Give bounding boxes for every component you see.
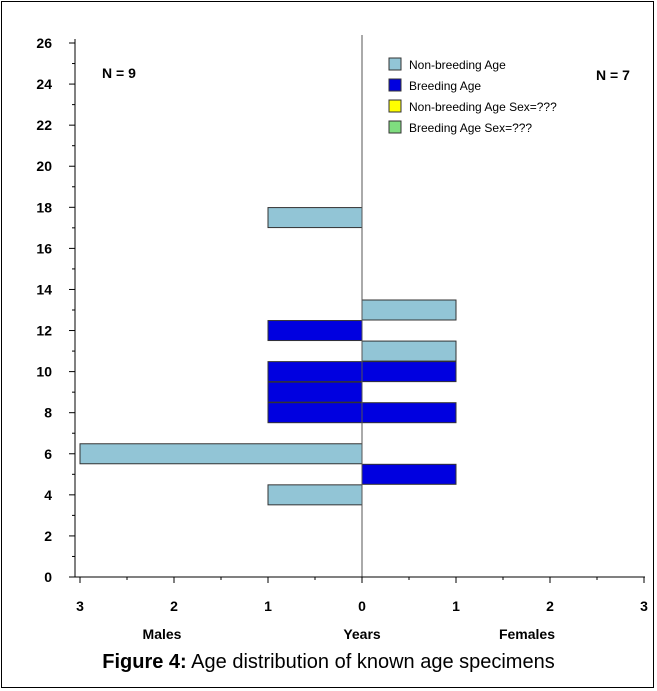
- legend-label: Breeding Age: [409, 79, 481, 93]
- y-tick-label: 26: [36, 35, 52, 51]
- males-label: Males: [143, 626, 182, 642]
- x-tick-label: 1: [452, 598, 460, 614]
- male-bar: [267, 484, 363, 506]
- y-tick-label: 2: [44, 528, 52, 544]
- y-tick-label: 20: [36, 158, 52, 174]
- y-tick-label: 14: [36, 281, 52, 297]
- female-bar: [361, 299, 457, 321]
- y-tick-label: 10: [36, 364, 52, 380]
- female-bar: [361, 402, 457, 424]
- caption-text: Age distribution of known age specimens: [186, 651, 555, 673]
- y-tick-label: 12: [36, 323, 52, 339]
- figure-caption: Figure 4: Age distribution of known age …: [0, 651, 657, 674]
- females-label: Females: [499, 626, 555, 642]
- x-tick-label: 2: [170, 598, 178, 614]
- legend-swatch: [388, 57, 402, 71]
- legend-label: Non-breeding Age Sex=???: [409, 100, 557, 114]
- legend-swatch: [388, 78, 402, 92]
- y-tick-label: 8: [44, 405, 52, 421]
- female-bar: [361, 361, 457, 383]
- n-males-label: N = 9: [102, 65, 136, 81]
- y-tick-label: 18: [36, 199, 52, 215]
- male-bar: [267, 207, 363, 229]
- y-tick-label: 4: [44, 487, 52, 503]
- male-bar: [79, 443, 363, 465]
- legend-swatch: [388, 99, 402, 113]
- male-bar: [267, 381, 363, 403]
- y-tick-label: 6: [44, 446, 52, 462]
- x-tick-label: 3: [640, 598, 648, 614]
- x-tick-label: 1: [264, 598, 272, 614]
- x-tick-label: 3: [76, 598, 84, 614]
- x-tick-label: 0: [358, 598, 366, 614]
- male-bar: [267, 402, 363, 424]
- years-label: Years: [343, 626, 381, 642]
- legend-label: Non-breeding Age: [409, 58, 506, 72]
- y-tick-label: 0: [44, 569, 52, 585]
- legend-label: Breeding Age Sex=???: [409, 121, 532, 135]
- x-tick-label: 2: [546, 598, 554, 614]
- y-tick-label: 16: [36, 240, 52, 256]
- male-bar: [267, 320, 363, 342]
- y-tick-label: 24: [36, 76, 52, 92]
- n-females-label: N = 7: [596, 67, 630, 83]
- female-bar: [361, 340, 457, 362]
- caption-prefix: Figure 4:: [102, 651, 187, 673]
- female-bar: [361, 463, 457, 485]
- male-bar: [267, 361, 363, 383]
- y-tick-label: 22: [36, 117, 52, 133]
- legend-swatch: [388, 120, 402, 134]
